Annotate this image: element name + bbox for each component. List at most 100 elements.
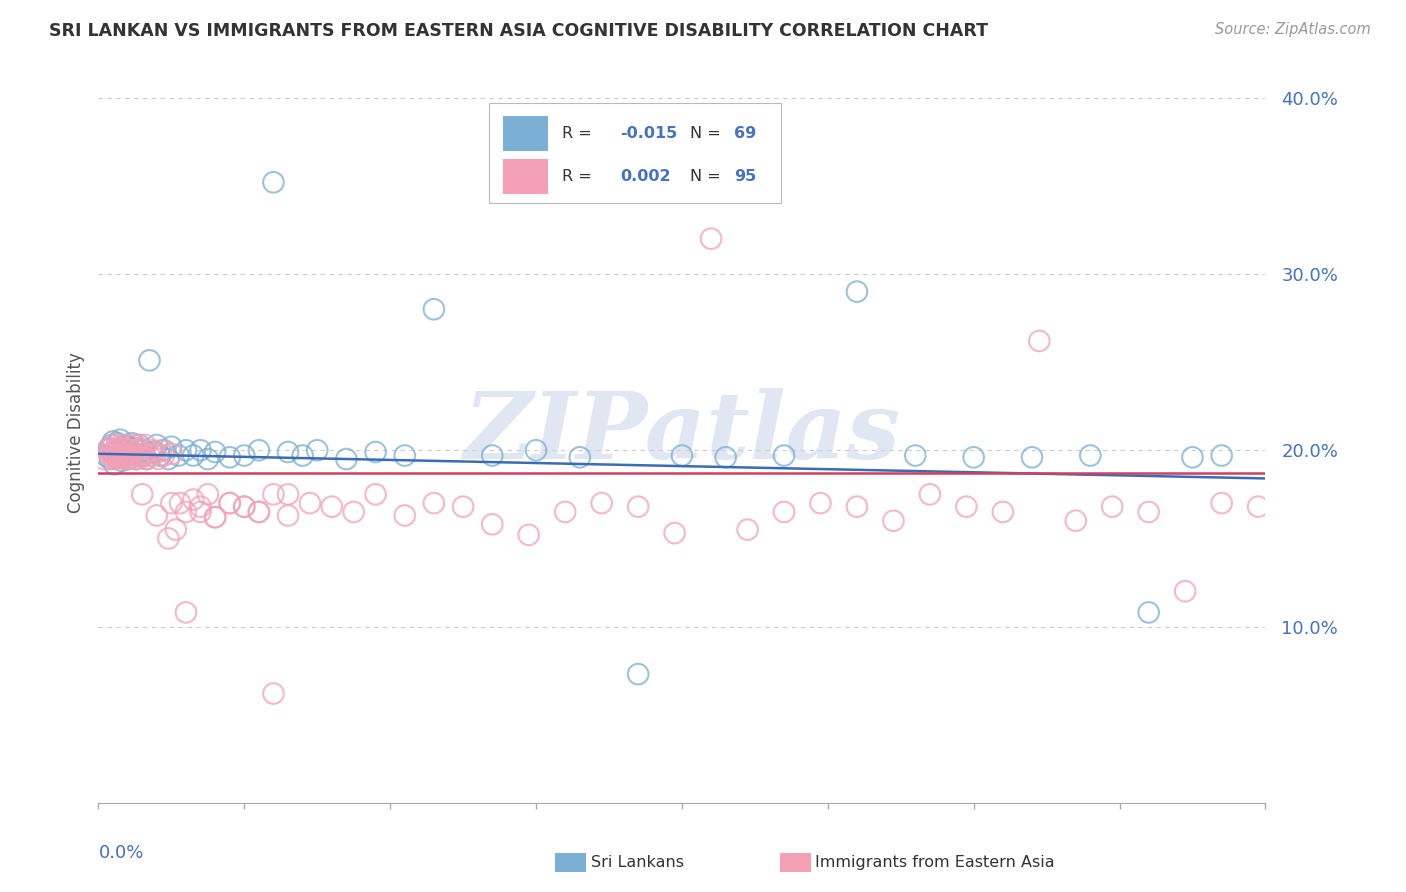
Point [218, 496, 240, 510]
Point [627, 500, 650, 514]
Point [591, 496, 613, 510]
Point [104, 449, 127, 463]
Point [218, 450, 240, 465]
Point [277, 487, 299, 501]
Point [714, 450, 737, 465]
Point [904, 449, 927, 463]
Point [627, 667, 650, 681]
Point [190, 505, 212, 519]
Text: 69: 69 [734, 126, 756, 141]
Point [108, 447, 131, 461]
Point [128, 449, 150, 463]
Point [394, 449, 416, 463]
Point [554, 505, 576, 519]
Point [117, 438, 139, 452]
Point [1137, 606, 1160, 620]
Point [120, 445, 142, 459]
Point [247, 505, 270, 519]
Point [197, 452, 219, 467]
Text: N =: N = [690, 169, 725, 184]
Point [97, 447, 120, 461]
Point [568, 450, 591, 465]
Point [104, 443, 127, 458]
Point [204, 510, 226, 524]
Point [277, 445, 299, 459]
Point [114, 442, 136, 456]
Point [142, 445, 165, 459]
Point [160, 447, 183, 461]
Point [105, 442, 128, 456]
Point [882, 514, 904, 528]
Point [124, 442, 146, 456]
Point [262, 686, 284, 700]
Point [146, 438, 169, 452]
Point [1021, 450, 1043, 465]
Point [321, 500, 343, 514]
Point [112, 449, 135, 463]
Point [298, 496, 321, 510]
Point [101, 434, 124, 449]
Point [423, 302, 446, 317]
Point [1211, 496, 1233, 510]
Point [149, 449, 172, 463]
Text: ZIPatlas: ZIPatlas [464, 388, 900, 477]
Text: Sri Lankans: Sri Lankans [591, 855, 683, 870]
Point [810, 496, 832, 510]
Text: Source: ZipAtlas.com: Source: ZipAtlas.com [1215, 22, 1371, 37]
Point [117, 447, 139, 461]
Point [364, 487, 387, 501]
Point [451, 500, 474, 514]
Text: -0.015: -0.015 [620, 126, 678, 141]
Point [1101, 500, 1123, 514]
Point [700, 232, 723, 246]
Point [146, 508, 169, 523]
Point [846, 500, 869, 514]
Point [204, 510, 226, 524]
Point [190, 500, 212, 514]
Point [962, 450, 984, 465]
Point [335, 452, 357, 467]
Point [233, 449, 256, 463]
Point [846, 285, 869, 299]
Point [114, 450, 136, 465]
Text: R =: R = [562, 126, 596, 141]
Point [98, 442, 121, 456]
Point [117, 452, 139, 467]
Point [204, 445, 226, 459]
Point [110, 452, 132, 467]
FancyBboxPatch shape [503, 116, 548, 152]
Point [135, 452, 157, 467]
Point [517, 528, 540, 542]
Point [138, 353, 160, 368]
Point [138, 449, 160, 463]
Point [991, 505, 1014, 519]
Point [153, 449, 176, 463]
Point [143, 447, 166, 461]
Text: 0.002: 0.002 [620, 169, 671, 184]
Point [131, 449, 153, 463]
Point [129, 442, 152, 456]
Point [343, 505, 366, 519]
Point [247, 505, 270, 519]
Point [165, 523, 187, 537]
Point [122, 447, 145, 461]
Point [122, 449, 145, 463]
Point [135, 452, 157, 467]
Point [141, 443, 163, 458]
Point [124, 438, 146, 452]
Point [108, 442, 131, 456]
Point [111, 454, 134, 468]
Text: Immigrants from Eastern Asia: Immigrants from Eastern Asia [815, 855, 1054, 870]
Point [157, 452, 180, 467]
Point [364, 445, 387, 459]
Point [97, 442, 120, 456]
Y-axis label: Cognitive Disability: Cognitive Disability [66, 352, 84, 513]
Point [127, 443, 149, 458]
Point [110, 447, 132, 461]
Text: 0.0%: 0.0% [98, 844, 143, 862]
Point [104, 445, 127, 459]
Point [118, 449, 141, 463]
Point [174, 443, 197, 458]
Point [125, 452, 148, 467]
Point [105, 450, 128, 465]
